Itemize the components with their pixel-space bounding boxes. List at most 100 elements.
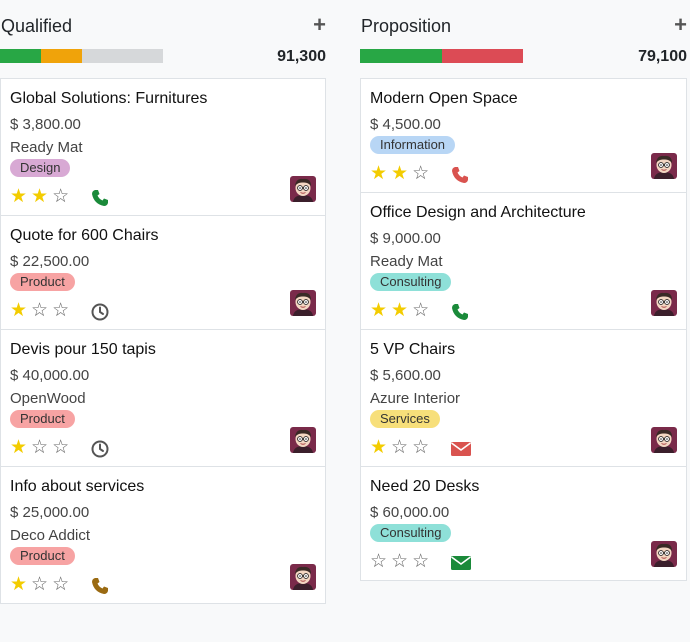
card-title: Info about services bbox=[10, 478, 145, 495]
star-icon[interactable]: ★ bbox=[370, 437, 388, 458]
card-amount: $ 9,000.00 bbox=[370, 230, 441, 247]
card-footer: ★ ★ ☆ bbox=[370, 290, 677, 329]
avatar[interactable] bbox=[651, 290, 677, 316]
opportunity-card[interactable]: Info about services $ 25,000.00 Deco Addic… bbox=[1, 467, 325, 603]
star-icon[interactable]: ★ bbox=[370, 163, 388, 184]
star-icon[interactable]: ☆ bbox=[31, 437, 49, 458]
clock-icon[interactable] bbox=[90, 302, 110, 322]
opportunity-card[interactable]: Office Design and Architecture $ 9,000.00… bbox=[361, 193, 686, 330]
avatar[interactable] bbox=[651, 427, 677, 453]
star-icon[interactable]: ★ bbox=[10, 437, 28, 458]
star-icon[interactable]: ☆ bbox=[391, 551, 409, 572]
priority-stars: ★ ☆ ☆ bbox=[370, 438, 429, 458]
star-icon[interactable]: ☆ bbox=[370, 551, 388, 572]
clock-icon[interactable] bbox=[90, 439, 110, 459]
priority-stars: ★ ★ ☆ bbox=[370, 301, 429, 321]
avatar[interactable] bbox=[290, 564, 316, 590]
star-icon[interactable]: ★ bbox=[391, 300, 409, 321]
star-icon[interactable]: ★ bbox=[370, 300, 388, 321]
priority-stars: ★ ★ ☆ bbox=[370, 164, 429, 184]
avatar[interactable] bbox=[651, 153, 677, 179]
priority-stars: ★ ★ ☆ bbox=[10, 187, 69, 207]
star-icon[interactable]: ★ bbox=[391, 163, 409, 184]
card-amount: $ 25,000.00 bbox=[10, 504, 90, 521]
avatar[interactable] bbox=[651, 541, 677, 567]
card-title: 5 VP Chairs bbox=[370, 341, 456, 358]
card-amount: $ 5,600.00 bbox=[370, 367, 441, 384]
card-customer: Ready Mat bbox=[370, 253, 443, 270]
card-title: Need 20 Desks bbox=[370, 478, 480, 495]
tag-badge: Product bbox=[10, 547, 75, 565]
star-icon[interactable]: ☆ bbox=[412, 551, 430, 572]
envelope-icon[interactable] bbox=[450, 553, 471, 573]
card-footer: ☆ ☆ ☆ bbox=[370, 541, 677, 580]
card-footer: ★ ☆ ☆ bbox=[10, 427, 316, 466]
tag-badge: Information bbox=[370, 136, 456, 154]
star-icon[interactable]: ☆ bbox=[412, 163, 430, 184]
avatar[interactable] bbox=[290, 427, 316, 453]
card-footer: ★ ☆ ☆ bbox=[10, 290, 316, 329]
priority-stars: ★ ☆ ☆ bbox=[10, 438, 69, 458]
star-icon[interactable]: ☆ bbox=[391, 437, 409, 458]
star-icon[interactable]: ☆ bbox=[412, 300, 430, 321]
phone-icon[interactable] bbox=[90, 576, 110, 596]
column-proposition: Proposition + 79,100 Modern Open Space $ … bbox=[360, 0, 687, 581]
tag-badge: Consulting bbox=[370, 273, 452, 291]
star-icon[interactable]: ★ bbox=[10, 300, 28, 321]
card-list: Modern Open Space $ 4,500.00 Information ★ ★… bbox=[360, 78, 687, 581]
avatar[interactable] bbox=[290, 176, 316, 202]
opportunity-card[interactable]: Quote for 600 Chairs $ 22,500.00 Product ★ ☆… bbox=[1, 216, 325, 330]
add-card-button[interactable]: + bbox=[313, 12, 326, 37]
opportunity-card[interactable]: 5 VP Chairs $ 5,600.00 Azure Interior Servi… bbox=[361, 330, 686, 467]
priority-stars: ☆ ☆ ☆ bbox=[370, 552, 429, 572]
card-footer: ★ ☆ ☆ bbox=[370, 427, 677, 466]
card-amount: $ 60,000.00 bbox=[370, 504, 450, 521]
card-customer: Ready Mat bbox=[10, 139, 83, 156]
tag-badge: Services bbox=[370, 410, 440, 428]
column-total: 79,100 bbox=[638, 48, 687, 65]
progress-segment[interactable] bbox=[81, 49, 163, 63]
opportunity-card[interactable]: Need 20 Desks $ 60,000.00 Consulting ☆ ☆ ☆ bbox=[361, 467, 686, 580]
card-amount: $ 3,800.00 bbox=[10, 116, 81, 133]
card-title: Global Solutions: Furnitures bbox=[10, 90, 208, 107]
column-progress-bar[interactable] bbox=[0, 49, 163, 63]
star-icon[interactable]: ☆ bbox=[52, 437, 70, 458]
avatar[interactable] bbox=[290, 290, 316, 316]
card-list: Global Solutions: Furnitures $ 3,800.00 Re… bbox=[0, 78, 326, 604]
card-title: Devis pour 150 tapis bbox=[10, 341, 156, 358]
star-icon[interactable]: ☆ bbox=[52, 300, 70, 321]
star-icon[interactable]: ☆ bbox=[31, 300, 49, 321]
star-icon[interactable]: ☆ bbox=[52, 574, 70, 595]
star-icon[interactable]: ☆ bbox=[412, 437, 430, 458]
card-amount: $ 40,000.00 bbox=[10, 367, 90, 384]
envelope-icon[interactable] bbox=[450, 439, 471, 459]
phone-icon[interactable] bbox=[450, 165, 470, 185]
opportunity-card[interactable]: Devis pour 150 tapis $ 40,000.00 OpenWood P… bbox=[1, 330, 325, 467]
star-icon[interactable]: ☆ bbox=[31, 574, 49, 595]
tag-badge: Design bbox=[10, 159, 71, 177]
card-footer: ★ ★ ☆ bbox=[10, 176, 316, 215]
progress-segment[interactable] bbox=[40, 49, 82, 63]
column-progress-bar[interactable] bbox=[360, 49, 523, 63]
phone-icon[interactable] bbox=[90, 188, 110, 208]
card-title: Quote for 600 Chairs bbox=[10, 227, 159, 244]
opportunity-card[interactable]: Global Solutions: Furnitures $ 3,800.00 Re… bbox=[1, 79, 325, 216]
progress-segment[interactable] bbox=[0, 49, 41, 63]
card-customer: OpenWood bbox=[10, 390, 86, 407]
star-icon[interactable]: ★ bbox=[10, 186, 28, 207]
opportunity-card[interactable]: Modern Open Space $ 4,500.00 Information ★ ★… bbox=[361, 79, 686, 193]
column-header: Proposition + 79,100 bbox=[360, 0, 687, 80]
star-icon[interactable]: ★ bbox=[31, 186, 49, 207]
card-title: Modern Open Space bbox=[370, 90, 518, 107]
progress-segment[interactable] bbox=[360, 49, 442, 63]
card-amount: $ 22,500.00 bbox=[10, 253, 90, 270]
card-customer: Azure Interior bbox=[370, 390, 461, 407]
star-icon[interactable]: ★ bbox=[10, 574, 28, 595]
phone-icon[interactable] bbox=[450, 302, 470, 322]
add-card-button[interactable]: + bbox=[674, 12, 687, 37]
progress-segment[interactable] bbox=[441, 49, 523, 63]
column-title: Qualified bbox=[1, 16, 73, 36]
column-qualified: Qualified + 91,300 Global Solutions: Fur… bbox=[0, 0, 326, 604]
star-icon[interactable]: ☆ bbox=[52, 186, 70, 207]
tag-badge: Product bbox=[10, 273, 75, 291]
